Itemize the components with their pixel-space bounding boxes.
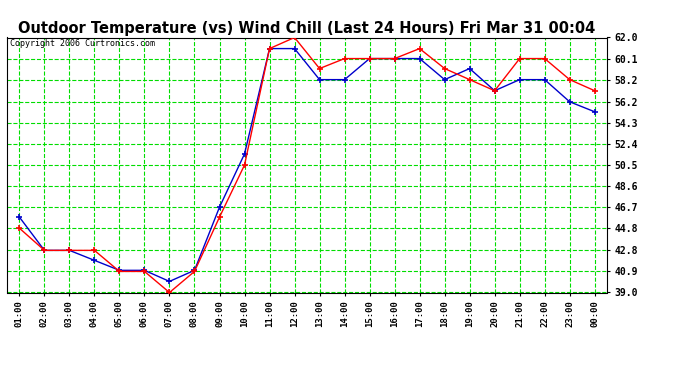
Title: Outdoor Temperature (vs) Wind Chill (Last 24 Hours) Fri Mar 31 00:04: Outdoor Temperature (vs) Wind Chill (Las… [19,21,595,36]
Text: Copyright 2006 Curtronics.com: Copyright 2006 Curtronics.com [10,39,155,48]
